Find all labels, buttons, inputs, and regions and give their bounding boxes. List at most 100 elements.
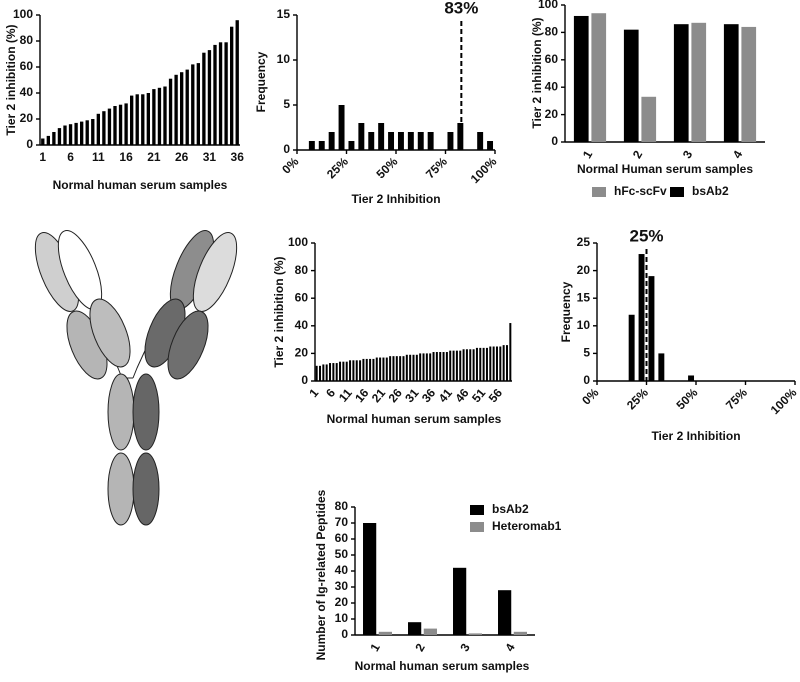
bar — [213, 44, 217, 145]
y-tick-label: 20 — [20, 111, 34, 125]
bar — [146, 93, 150, 145]
y-axis-label: Tier 2 inhibition (%) — [272, 256, 286, 367]
y-tick-label: 100 — [288, 235, 308, 249]
histogram-bar — [318, 141, 325, 150]
bar — [224, 42, 228, 145]
x-axis-label: Normal human serum samples — [355, 659, 530, 673]
y-tick-label: 0 — [283, 142, 290, 156]
histogram-bar — [397, 132, 404, 150]
bar — [319, 365, 322, 381]
bar — [479, 347, 482, 381]
legend-label: Heteromab1 — [492, 519, 562, 533]
domain — [107, 373, 135, 451]
y-tick-label: 5 — [583, 346, 590, 360]
bar — [378, 631, 392, 635]
x-axis-label: Normal human serum samples — [327, 412, 502, 426]
x-tick-label: 50% — [673, 385, 700, 412]
y-tick-label: 40 — [295, 318, 309, 332]
x-tick-label: 1 — [580, 148, 596, 161]
x-tick-label: 4 — [502, 641, 518, 654]
bar — [96, 113, 100, 145]
histogram-bar — [658, 353, 665, 381]
bar — [432, 352, 435, 381]
x-tick-label: 2 — [630, 148, 646, 161]
bar — [352, 360, 355, 381]
y-tick-label: 40 — [335, 563, 349, 577]
bar — [80, 121, 84, 145]
y-tick-label: 0 — [301, 373, 308, 387]
bar — [375, 357, 378, 381]
y-tick-label: 5 — [283, 97, 290, 111]
x-tick-label: 25% — [324, 154, 351, 181]
bar — [485, 347, 488, 381]
y-tick-label: 100 — [13, 7, 33, 21]
x-axis-label: Tier 2 Inhibition — [651, 429, 740, 443]
histogram-bar — [368, 132, 375, 150]
bar — [492, 346, 495, 381]
y-tick-label: 0 — [341, 627, 348, 641]
bar — [445, 352, 448, 381]
bar — [673, 24, 689, 142]
bar — [399, 356, 402, 381]
bar — [124, 103, 128, 145]
x-tick-label: 100% — [468, 154, 500, 186]
bar — [641, 96, 657, 142]
y-tick-label: 40 — [545, 79, 559, 93]
bar — [57, 128, 62, 145]
y-tick-label: 60 — [295, 290, 309, 304]
bar — [469, 349, 472, 381]
bar — [196, 63, 200, 145]
histogram-bar — [378, 123, 385, 150]
x-tick-label: 21 — [147, 150, 161, 164]
y-tick-label: 0 — [583, 373, 590, 387]
y-tick-label: 70 — [335, 515, 349, 529]
domain — [107, 452, 135, 526]
y-tick-label: 20 — [577, 263, 591, 277]
y-tick-label: 80 — [335, 499, 349, 513]
antibody-diagram — [34, 230, 238, 526]
y-tick-label: 10 — [335, 611, 349, 625]
histogram-bar — [358, 123, 365, 150]
x-tick-label: 50% — [373, 154, 400, 181]
bar — [452, 350, 455, 381]
bar — [435, 352, 438, 381]
bar — [207, 50, 212, 145]
bar — [157, 87, 162, 145]
bar — [453, 567, 467, 635]
bar — [419, 353, 422, 381]
bar — [345, 361, 348, 381]
y-tick-label: 80 — [545, 25, 559, 39]
bar — [202, 52, 206, 146]
y-tick-label: 80 — [20, 33, 34, 47]
bar — [573, 15, 589, 143]
x-tick-label: 11 — [92, 150, 105, 164]
x-axis-label: Normal Human serum samples — [577, 162, 753, 176]
bar — [482, 347, 485, 381]
bar — [499, 346, 502, 381]
y-tick-label: 30 — [335, 579, 349, 593]
bar — [372, 358, 375, 381]
bar — [429, 353, 432, 381]
y-axis-label: Tier 2 inhibition (%) — [530, 17, 544, 128]
bar — [107, 108, 112, 145]
bar — [513, 631, 527, 635]
bar — [465, 349, 468, 381]
bar — [591, 13, 607, 142]
histogram-bar — [308, 141, 315, 150]
bar — [113, 106, 117, 145]
histogram-bar — [487, 141, 494, 150]
bar — [41, 138, 45, 145]
bar — [408, 622, 422, 635]
y-tick-label: 25 — [577, 235, 591, 249]
histogram-bar — [407, 132, 414, 150]
x-tick-label: 3 — [680, 148, 696, 161]
bar — [359, 360, 362, 381]
bar — [495, 346, 498, 381]
y-axis-label: Tier 2 inhibition (%) — [4, 24, 18, 135]
bar — [459, 350, 462, 381]
bar — [130, 95, 134, 145]
x-tick-label: 2 — [412, 641, 428, 654]
bar — [185, 69, 189, 145]
bar — [505, 345, 508, 381]
